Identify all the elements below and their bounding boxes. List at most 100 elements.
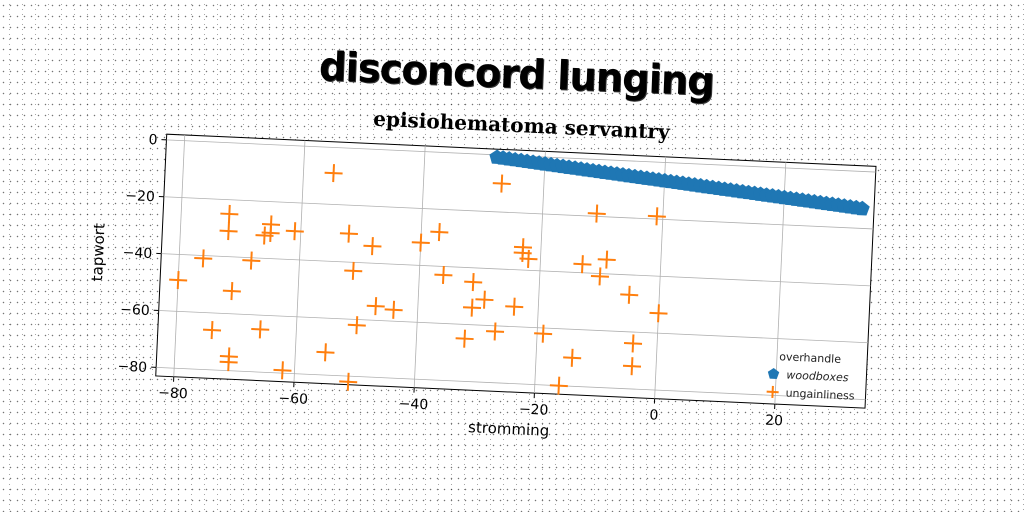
data-point [622, 357, 642, 376]
data-point [273, 361, 292, 380]
data-point [339, 372, 358, 391]
plus-marker-v [210, 320, 214, 340]
plus-marker-v [293, 222, 297, 241]
data-point [534, 324, 553, 343]
plus-marker-v [355, 316, 359, 335]
data-point [505, 297, 524, 316]
plus-marker-v [230, 281, 234, 301]
plus-marker-v [627, 285, 631, 304]
y-tick-label: −40 [122, 245, 152, 262]
plus-marker-v [201, 249, 205, 268]
data-point [344, 261, 363, 280]
data-point [854, 200, 870, 216]
x-tick-label: −40 [398, 396, 428, 413]
data-point [411, 233, 430, 252]
data-point [647, 207, 666, 226]
plus-marker-v [437, 223, 441, 242]
x-axis-label: stromming [468, 418, 550, 440]
data-point [339, 224, 358, 243]
x-grid-line [654, 156, 667, 399]
plus-marker-v [281, 361, 284, 380]
data-point [194, 249, 213, 268]
x-tick-label: −80 [158, 385, 188, 402]
plus-marker-v [570, 348, 574, 367]
plus-marker-v [392, 300, 396, 319]
data-point [486, 322, 505, 341]
data-point [316, 343, 335, 362]
legend: overhandle woodboxes ungainliness [766, 350, 855, 403]
data-point [563, 348, 582, 367]
plus-marker-v [419, 233, 423, 252]
data-point [590, 267, 609, 286]
data-point [464, 273, 483, 292]
data-point [222, 281, 241, 301]
data-point [430, 223, 449, 242]
y-tick-label: 0 [148, 132, 158, 148]
plus-marker-v [227, 221, 230, 241]
plus-marker-v [771, 385, 774, 398]
legend-marker-ungainliness [766, 385, 779, 398]
plus-marker-v [595, 204, 599, 223]
legend-label-ungainliness: ungainliness [785, 387, 855, 403]
x-tick-label: 20 [765, 413, 784, 430]
x-grid-line [413, 145, 426, 388]
data-point [587, 204, 606, 223]
plot-area: −80 −60 −40 −20 0 20 0 −20 −40 −60 −80 overhandle w… [117, 132, 877, 430]
data-point [219, 221, 238, 241]
plus-marker-v [605, 250, 609, 269]
plus-marker-v [471, 273, 475, 292]
x-tick-label: 0 [649, 407, 659, 423]
plus-marker-v [527, 249, 530, 268]
data-point [597, 250, 616, 269]
data-point [384, 300, 403, 319]
chart-subtitle: episiohematoma servantry [373, 107, 672, 144]
plus-marker-v [374, 297, 378, 316]
data-point [463, 298, 482, 317]
x-tick-label: −20 [519, 401, 549, 418]
y-axis-label: tapwort [88, 223, 109, 282]
plus-marker-v [598, 267, 602, 286]
y-tick-label: −80 [117, 359, 147, 376]
y-tick-label: −60 [120, 302, 150, 319]
plus-marker-v [227, 204, 231, 224]
data-point [573, 255, 592, 274]
plus-marker-v [581, 255, 584, 274]
plus-marker-v [470, 298, 474, 317]
data-point [324, 164, 343, 183]
data-point [242, 251, 261, 270]
data-point [549, 376, 568, 395]
y-tick-label: −20 [125, 188, 155, 205]
data-point [519, 249, 538, 268]
plus-marker-v [630, 357, 634, 376]
plus-marker-v [493, 322, 497, 341]
plus-marker-v [249, 251, 253, 270]
legend-label-woodboxes: woodboxes [786, 369, 849, 385]
plus-marker-v [500, 174, 504, 193]
plus-marker-v [263, 226, 266, 245]
plus-marker-v [332, 164, 336, 183]
plus-marker-v [512, 297, 516, 316]
data-point [434, 265, 453, 285]
plus-marker-v [631, 334, 635, 353]
data-point [285, 222, 304, 241]
data-point [475, 290, 494, 309]
y-grid-line [156, 366, 866, 401]
data-point [251, 320, 270, 339]
plus-marker-v [347, 224, 351, 243]
x-grid-line [534, 151, 546, 394]
plus-marker-v [351, 261, 355, 280]
data-point [261, 223, 280, 242]
plus-marker-v [176, 271, 180, 290]
data-point [492, 174, 511, 193]
plus-marker-v [324, 343, 327, 362]
x-grid-line [293, 140, 306, 383]
plus-marker-v [657, 304, 660, 323]
data-point [455, 329, 474, 348]
axes: −80 −60 −40 −20 0 20 0 −20 −40 −60 −80 [117, 132, 784, 430]
data-point [347, 316, 366, 335]
legend-title: overhandle [779, 350, 842, 366]
data-point [220, 204, 239, 224]
data-marks [169, 149, 870, 395]
data-point [624, 334, 643, 353]
